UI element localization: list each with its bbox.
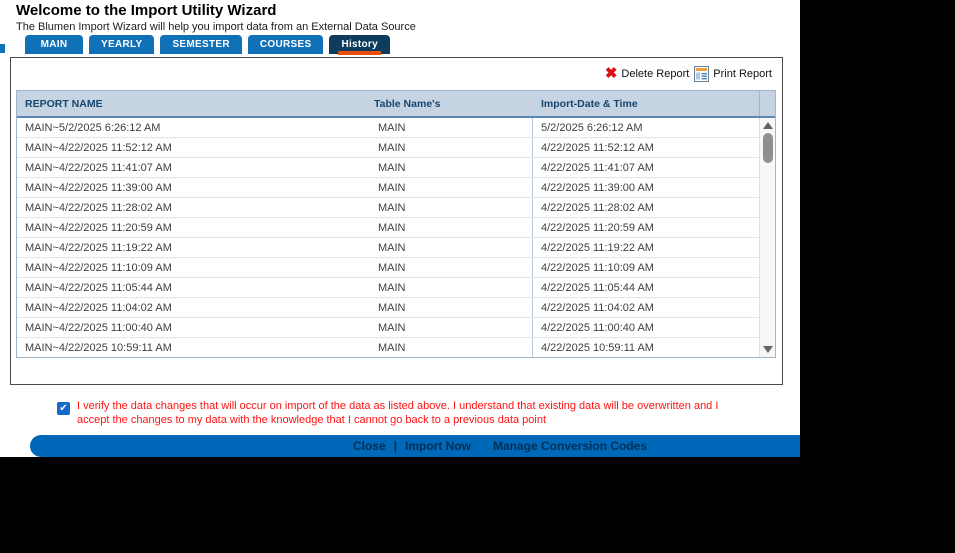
- footer-action-bar: Close | Import Now Manage Conversion Cod…: [30, 435, 800, 457]
- import-now-button[interactable]: Import Now: [405, 439, 471, 453]
- table-row[interactable]: MAIN~4/22/2025 11:05:44 AM MAIN 4/22/2025 …: [17, 278, 759, 298]
- scroll-down-arrow-icon[interactable]: [763, 346, 773, 353]
- report-name-cell: MAIN~4/22/2025 11:04:02 AM: [25, 301, 172, 314]
- report-name-cell: MAIN~4/22/2025 11:19:22 AM: [25, 241, 172, 254]
- import-date-cell: 4/22/2025 11:41:07 AM: [541, 161, 654, 174]
- close-button[interactable]: Close: [352, 439, 386, 453]
- tab-semester[interactable]: SEMESTER: [160, 35, 242, 54]
- report-name-cell: MAIN~4/22/2025 11:05:44 AM: [25, 281, 172, 294]
- delete-report-label: Delete Report: [621, 68, 690, 80]
- print-report-button[interactable]: Print Report: [694, 66, 772, 82]
- tab-history[interactable]: History: [329, 35, 390, 55]
- table-name-cell: MAIN: [356, 258, 533, 277]
- tab-courses[interactable]: COURSES: [247, 35, 324, 54]
- table-name-cell: MAIN: [356, 118, 533, 137]
- report-name-cell: MAIN~4/22/2025 11:41:07 AM: [25, 161, 172, 174]
- table-row[interactable]: MAIN~4/22/2025 11:41:07 AM MAIN 4/22/2025 …: [17, 158, 759, 178]
- import-date-cell: 4/22/2025 11:10:09 AM: [541, 261, 654, 274]
- import-date-cell: 4/22/2025 11:52:12 AM: [541, 141, 654, 154]
- table-row[interactable]: MAIN~4/22/2025 11:19:22 AM MAIN 4/22/2025 …: [17, 238, 759, 258]
- table-header-row: REPORT NAME Table Name's Import-Date & T…: [17, 91, 775, 118]
- table-name-cell: MAIN: [356, 198, 533, 217]
- print-report-icon: [694, 66, 710, 82]
- report-name-cell: MAIN~4/22/2025 11:20:59 AM: [25, 221, 172, 234]
- table-row[interactable]: MAIN~4/22/2025 11:20:59 AM MAIN 4/22/2025 …: [17, 218, 759, 238]
- table-name-cell: MAIN: [356, 298, 533, 317]
- table-name-cell: MAIN: [356, 138, 533, 157]
- table-row[interactable]: MAIN~4/22/2025 11:52:12 AM MAIN 4/22/2025 …: [17, 138, 759, 158]
- column-header-report-name: REPORT NAME: [25, 97, 103, 110]
- report-name-cell: MAIN~4/22/2025 11:39:00 AM: [25, 181, 172, 194]
- report-name-cell: MAIN~4/22/2025 11:28:02 AM: [25, 201, 172, 214]
- report-toolbar: ✖ Delete Report Print Report: [605, 66, 772, 82]
- table-name-cell: MAIN: [356, 318, 533, 337]
- scrollbar-thumb[interactable]: [763, 133, 773, 163]
- table-name-cell: MAIN: [356, 278, 533, 297]
- history-panel: ✖ Delete Report Print Report: [10, 57, 783, 385]
- table-row[interactable]: MAIN~4/22/2025 11:28:02 AM MAIN 4/22/2025 …: [17, 198, 759, 218]
- import-date-cell: 4/22/2025 10:59:11 AM: [541, 341, 654, 354]
- import-date-cell: 5/2/2025 6:26:12 AM: [541, 121, 643, 134]
- report-name-cell: MAIN~4/22/2025 11:10:09 AM: [25, 261, 172, 274]
- import-date-cell: 4/22/2025 11:28:02 AM: [541, 201, 654, 214]
- table-row[interactable]: MAIN~4/22/2025 11:39:00 AM MAIN 4/22/2025 …: [17, 178, 759, 198]
- header-scrollbar-spacer: [759, 91, 775, 116]
- import-date-cell: 4/22/2025 11:00:40 AM: [541, 321, 654, 334]
- print-report-label: Print Report: [713, 68, 772, 80]
- import-date-cell: 4/22/2025 11:05:44 AM: [541, 281, 654, 294]
- import-date-cell: 4/22/2025 11:39:00 AM: [541, 181, 654, 194]
- active-tab-underline: [338, 51, 381, 55]
- table-body: MAIN~5/2/2025 6:26:12 AM MAIN 5/2/2025 6:2…: [17, 118, 759, 357]
- column-header-import-date: Import-Date & Time: [541, 97, 638, 110]
- tab-main[interactable]: MAIN: [25, 35, 83, 54]
- table-name-cell: MAIN: [356, 158, 533, 177]
- table-row[interactable]: MAIN~4/22/2025 11:10:09 AM MAIN 4/22/2025 …: [17, 258, 759, 278]
- table-row[interactable]: MAIN~5/2/2025 6:26:12 AM MAIN 5/2/2025 6:2…: [17, 118, 759, 138]
- report-name-cell: MAIN~4/22/2025 11:52:12 AM: [25, 141, 172, 154]
- import-date-cell: 4/22/2025 11:19:22 AM: [541, 241, 654, 254]
- footer-separator: |: [393, 439, 397, 453]
- report-name-cell: MAIN~5/2/2025 6:26:12 AM: [25, 121, 161, 134]
- tab-yearly[interactable]: YEARLY: [89, 35, 155, 54]
- table-name-cell: MAIN: [356, 338, 533, 357]
- page-title: Welcome to the Import Utility Wizard: [16, 2, 277, 19]
- report-name-cell: MAIN~4/22/2025 10:59:11 AM: [25, 341, 172, 354]
- manage-conversion-codes-button[interactable]: Manage Conversion Codes: [493, 439, 648, 453]
- table-name-cell: MAIN: [356, 238, 533, 257]
- verify-warning-text: I verify the data changes that will occu…: [77, 400, 719, 426]
- table-row[interactable]: MAIN~4/22/2025 10:59:11 AM MAIN 4/22/2025 …: [17, 338, 759, 357]
- table-name-cell: MAIN: [356, 218, 533, 237]
- window-edge-fragment: [0, 44, 5, 53]
- table-row[interactable]: MAIN~4/22/2025 11:00:40 AM MAIN 4/22/2025 …: [17, 318, 759, 338]
- report-name-cell: MAIN~4/22/2025 11:00:40 AM: [25, 321, 172, 334]
- verify-checkbox[interactable]: ✔: [57, 402, 70, 415]
- table-name-cell: MAIN: [356, 178, 533, 197]
- table-row[interactable]: MAIN~4/22/2025 11:04:02 AM MAIN 4/22/2025 …: [17, 298, 759, 318]
- delete-x-icon: ✖: [604, 65, 618, 82]
- import-wizard-window: Welcome to the Import Utility Wizard The…: [0, 0, 800, 457]
- import-date-cell: 4/22/2025 11:04:02 AM: [541, 301, 654, 314]
- import-date-cell: 4/22/2025 11:20:59 AM: [541, 221, 654, 234]
- scroll-up-arrow-icon[interactable]: [763, 122, 773, 129]
- confirmation-section: ✔ I verify the data changes that will oc…: [57, 400, 745, 427]
- history-table: REPORT NAME Table Name's Import-Date & T…: [16, 90, 776, 358]
- page-subtitle: The Blumen Import Wizard will help you i…: [16, 21, 416, 33]
- table-scrollbar[interactable]: [759, 118, 775, 357]
- column-header-table-name: Table Name's: [374, 97, 441, 110]
- delete-report-button[interactable]: ✖ Delete Report: [604, 65, 690, 82]
- tab-bar: MAIN YEARLY SEMESTER COURSES History: [25, 35, 390, 55]
